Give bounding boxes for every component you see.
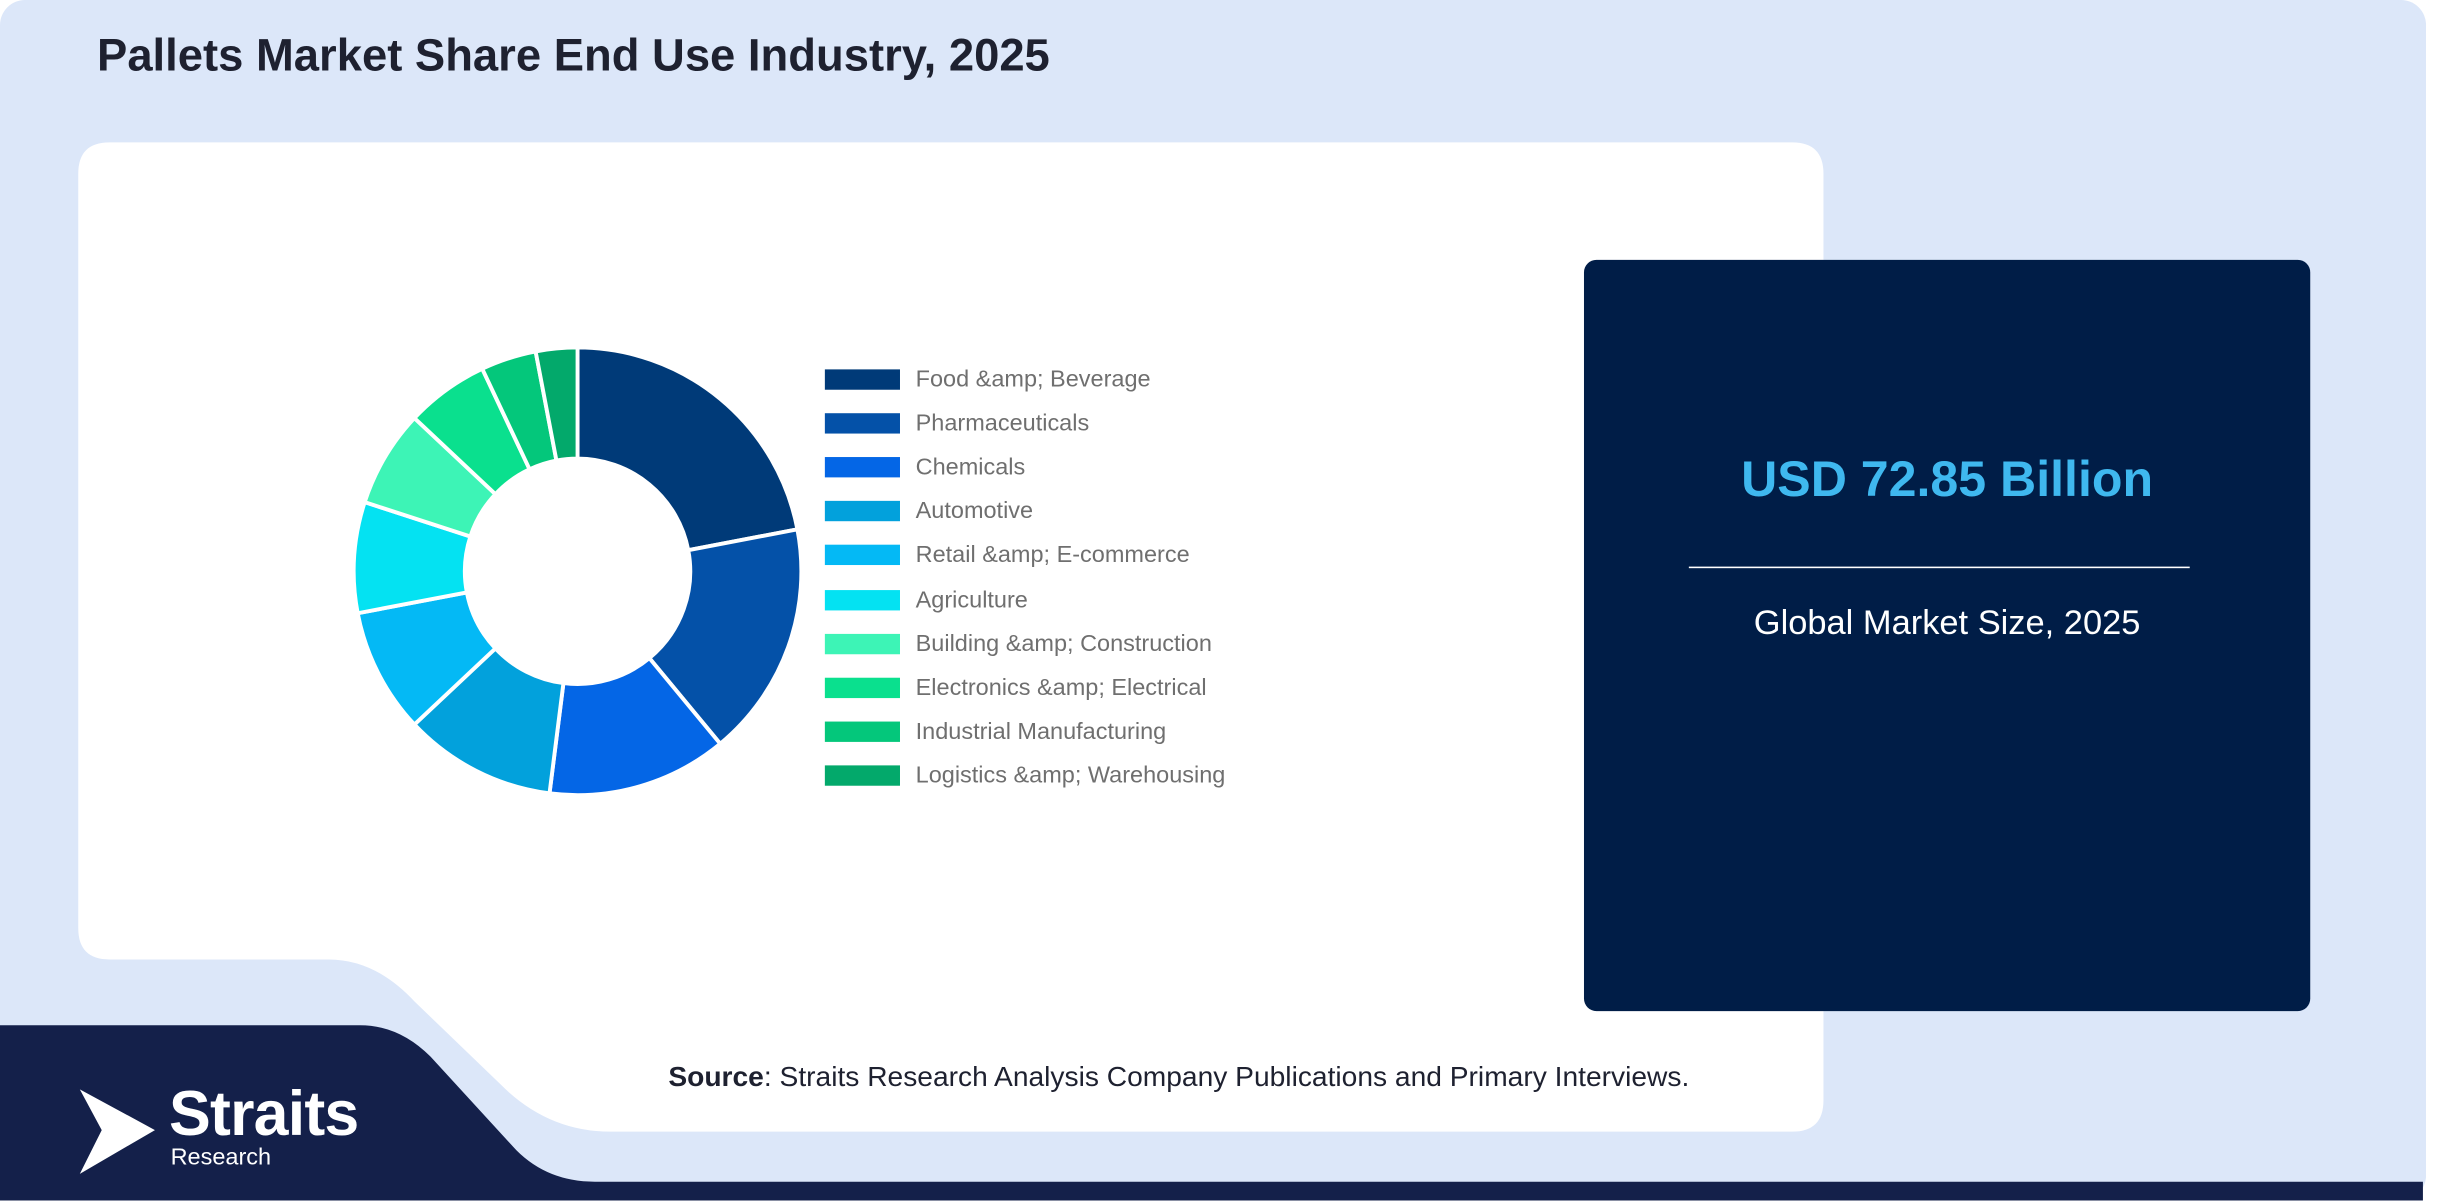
footer-band xyxy=(0,1025,2423,1201)
legend-swatch xyxy=(824,677,900,698)
legend-label: Automotive xyxy=(915,497,1034,525)
page-title: Pallets Market Share End Use Industry, 2… xyxy=(97,31,1050,82)
brand-name: Straits xyxy=(169,1079,359,1149)
source-note: Source: Straits Research Analysis Compan… xyxy=(668,1061,1689,1094)
legend-item-pharmaceuticals: Pharmaceuticals xyxy=(824,401,1225,445)
legend-swatch xyxy=(824,589,900,610)
legend-label: Food &amp; Beverage xyxy=(915,365,1151,393)
legend-swatch xyxy=(824,501,900,522)
legend-item-electronics-and-electrical: Electronics &amp; Electrical xyxy=(824,666,1225,710)
legend-label: Pharmaceuticals xyxy=(915,409,1090,437)
legend-item-building-and-construction: Building &amp; Construction xyxy=(824,622,1225,666)
brand-sub: Research xyxy=(170,1144,272,1171)
legend-item-industrial-manufacturing: Industrial Manufacturing xyxy=(824,710,1225,754)
legend-item-agriculture: Agriculture xyxy=(824,577,1225,621)
chart-legend: Food &amp; Beverage Pharmaceuticals Chemic… xyxy=(824,357,1226,798)
legend-label: Industrial Manufacturing xyxy=(915,718,1167,746)
legend-label: Agriculture xyxy=(915,586,1028,613)
legend-swatch xyxy=(824,368,900,390)
legend-item-chemicals: Chemicals xyxy=(824,445,1225,489)
donut-slice-logistics-and-warehousing xyxy=(533,345,580,463)
market-divider xyxy=(1688,566,2190,569)
source-text: : Straits Research Analysis Company Publ… xyxy=(763,1061,1690,1093)
legend-item-retail-and-e-commerce: Retail &amp; E-commerce xyxy=(824,533,1225,577)
legend-label: Chemicals xyxy=(915,453,1026,481)
market-label: Global Market Size, 2025 xyxy=(1753,602,2141,642)
legend-swatch xyxy=(824,633,900,654)
legend-label: Building &amp; Construction xyxy=(915,630,1212,657)
legend-item-logistics-and-warehousing: Logistics &amp; Warehousing xyxy=(824,754,1226,798)
legend-swatch xyxy=(824,545,900,566)
legend-swatch xyxy=(824,765,900,787)
market-size-card: USD 72.85 Billion Global Market Size, 20… xyxy=(1583,259,2311,1012)
legend-label: Electronics &amp; Electrical xyxy=(915,674,1207,702)
straits-logo-icon xyxy=(79,1089,155,1174)
legend-label: Retail &amp; E-commerce xyxy=(915,542,1190,569)
legend-item-food-and-beverage: Food &amp; Beverage xyxy=(824,357,1225,401)
legend-item-automotive: Automotive xyxy=(824,489,1225,533)
legend-swatch xyxy=(824,721,900,743)
donut-slice-food-and-beverage xyxy=(575,345,800,553)
market-value: USD 72.85 Billion xyxy=(1741,450,2154,508)
legend-swatch xyxy=(824,456,900,478)
donut-slice-pharmaceuticals xyxy=(646,527,804,747)
legend-swatch xyxy=(824,412,900,434)
source-prefix: Source xyxy=(668,1061,764,1093)
legend-label: Logistics &amp; Warehousing xyxy=(915,762,1226,790)
